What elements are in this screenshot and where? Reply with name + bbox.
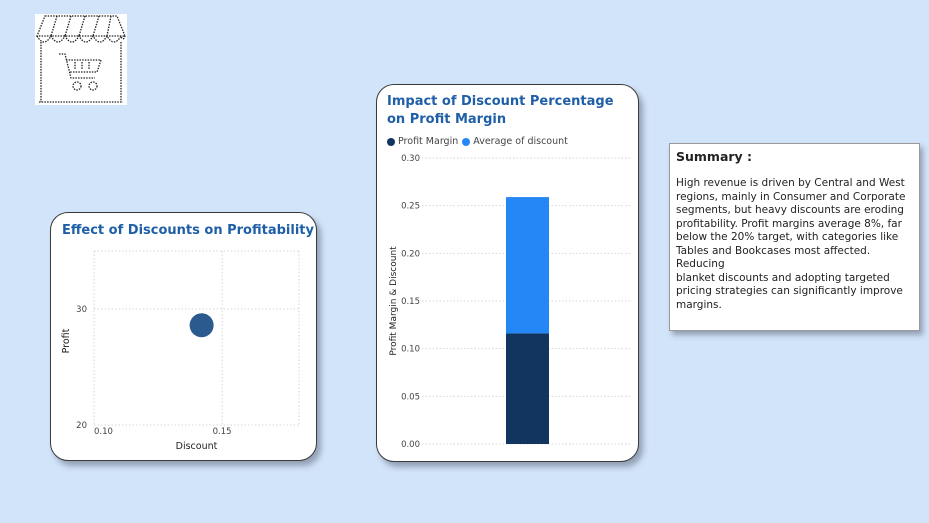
discount-profit-scatter-card: Effect of Discounts on Profitability Pro… [50,212,317,461]
summary-line: Tables and Bookcases most affected. Redu… [676,244,871,271]
bar-y-tick-label: 0.30 [401,154,420,164]
legend-item-average-discount[interactable]: Average of discount [462,136,568,147]
bar-segment-average-of-discount[interactable] [506,197,549,334]
scatter-point[interactable] [189,313,214,338]
bar-y-tick-label: 0.20 [401,249,420,259]
scatter-y-tick-label: 20 [76,421,87,431]
bar-y-axis-label: Profit Margin & Discount [389,246,399,356]
bar-y-tick-labels: 0.30 0.25 0.20 0.15 0.10 0.05 0.00 [401,154,420,450]
scatter-grid [93,250,300,426]
scatter-x-tick-label: 0.15 [213,427,232,437]
scatter-y-tick-label: 30 [76,305,87,315]
bar-y-tick-label: 0.05 [401,392,420,402]
discount-margin-bar-card: Impact of Discount Percentage on Profit … [376,84,639,462]
storefront-cart-icon [36,15,126,103]
bar-y-tick-label: 0.15 [401,297,420,307]
scatter-y-axis-label: Profit [61,328,72,353]
summary-line: blanket discounts and adopting targeted [676,271,890,284]
legend-dot-profit-margin [387,137,395,146]
scatter-x-axis-label: Discount [176,441,218,452]
summary-line: margins. [676,298,722,311]
store-logo [35,14,127,105]
bar-chart-legend[interactable]: Profit Margin Average of discount [387,136,572,147]
summary-line: segments, but heavy discounts are erodin… [676,204,904,216]
bar-segment-profit-margin[interactable] [506,333,549,444]
scatter-points[interactable] [189,313,214,338]
bar-chart-title: Impact of Discount Percentage on Profit … [387,94,614,127]
scatter-tick-labels: 0.10 0.15 30 20 [76,305,231,437]
bar-y-tick-label: 0.25 [401,202,420,212]
legend-label-profit-margin: Profit Margin [398,136,459,147]
legend-item-profit-margin[interactable]: Profit Margin [387,136,458,147]
summary-line: below the 20% target, with categories li… [676,231,899,243]
bar-segments[interactable] [506,197,549,444]
legend-label-average-discount: Average of discount [473,136,568,147]
scatter-chart-title: Effect of Discounts on Profitability [62,223,314,238]
scatter-x-tick-label: 0.10 [94,427,113,437]
summary-panel: Summary : High revenue is driven by Cent… [669,143,920,331]
summary-body: High revenue is driven by Central and We… [676,177,913,312]
summary-line: High revenue is driven by Central and We… [676,177,905,189]
scatter-chart[interactable]: Profit Discount 0.10 0.15 30 20 [51,213,316,460]
legend-dot-average-discount [462,137,471,146]
bar-y-tick-label: 0.10 [401,345,420,355]
summary-line: pricing strategies can significantly imp… [676,285,903,297]
bar-y-tick-label: 0.00 [401,440,420,450]
summary-line: profitability. Profit margins average 8%… [676,217,902,230]
summary-line: regions, mainly in Consumer and Corporat… [676,190,906,203]
summary-title: Summary : [676,149,753,164]
stacked-bar-chart[interactable]: 0.30 0.25 0.20 0.15 0.10 0.05 0.00 Profit Marg… [377,85,638,461]
